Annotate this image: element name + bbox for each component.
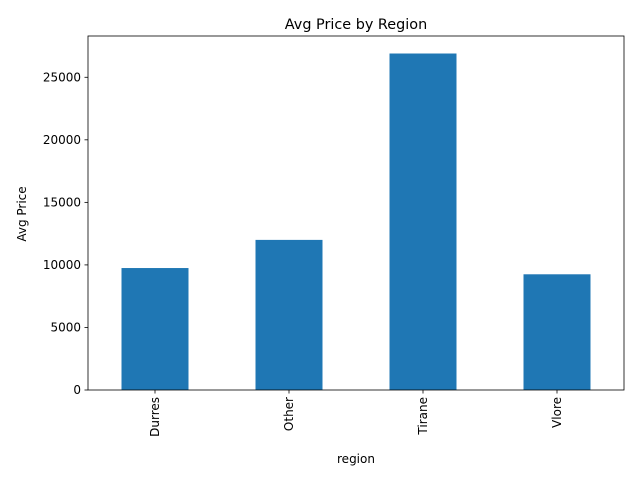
x-tick-label: Durres — [148, 397, 162, 437]
chart-title: Avg Price by Region — [285, 17, 427, 33]
x-tick-label: Tirane — [416, 397, 430, 436]
y-tick-label: 20000 — [43, 133, 81, 147]
bar — [255, 239, 323, 390]
y-tick-label: 10000 — [43, 258, 81, 272]
y-tick-label: 5000 — [50, 320, 81, 334]
x-tick-label: Vlore — [550, 397, 564, 428]
y-tick-label: 15000 — [43, 195, 81, 209]
y-tick-label: 0 — [73, 383, 81, 397]
bar — [121, 268, 189, 390]
x-axis-label: region — [337, 452, 375, 466]
x-tick-label: Other — [282, 397, 296, 431]
bar — [523, 274, 591, 390]
bar — [389, 53, 457, 390]
y-tick-label: 25000 — [43, 70, 81, 84]
y-axis-label: Avg Price — [15, 186, 29, 241]
plot-area: 0 5000 10000 15000 20000 25000 Durres Other Tira… — [43, 35, 625, 437]
axes-frame — [87, 35, 625, 391]
